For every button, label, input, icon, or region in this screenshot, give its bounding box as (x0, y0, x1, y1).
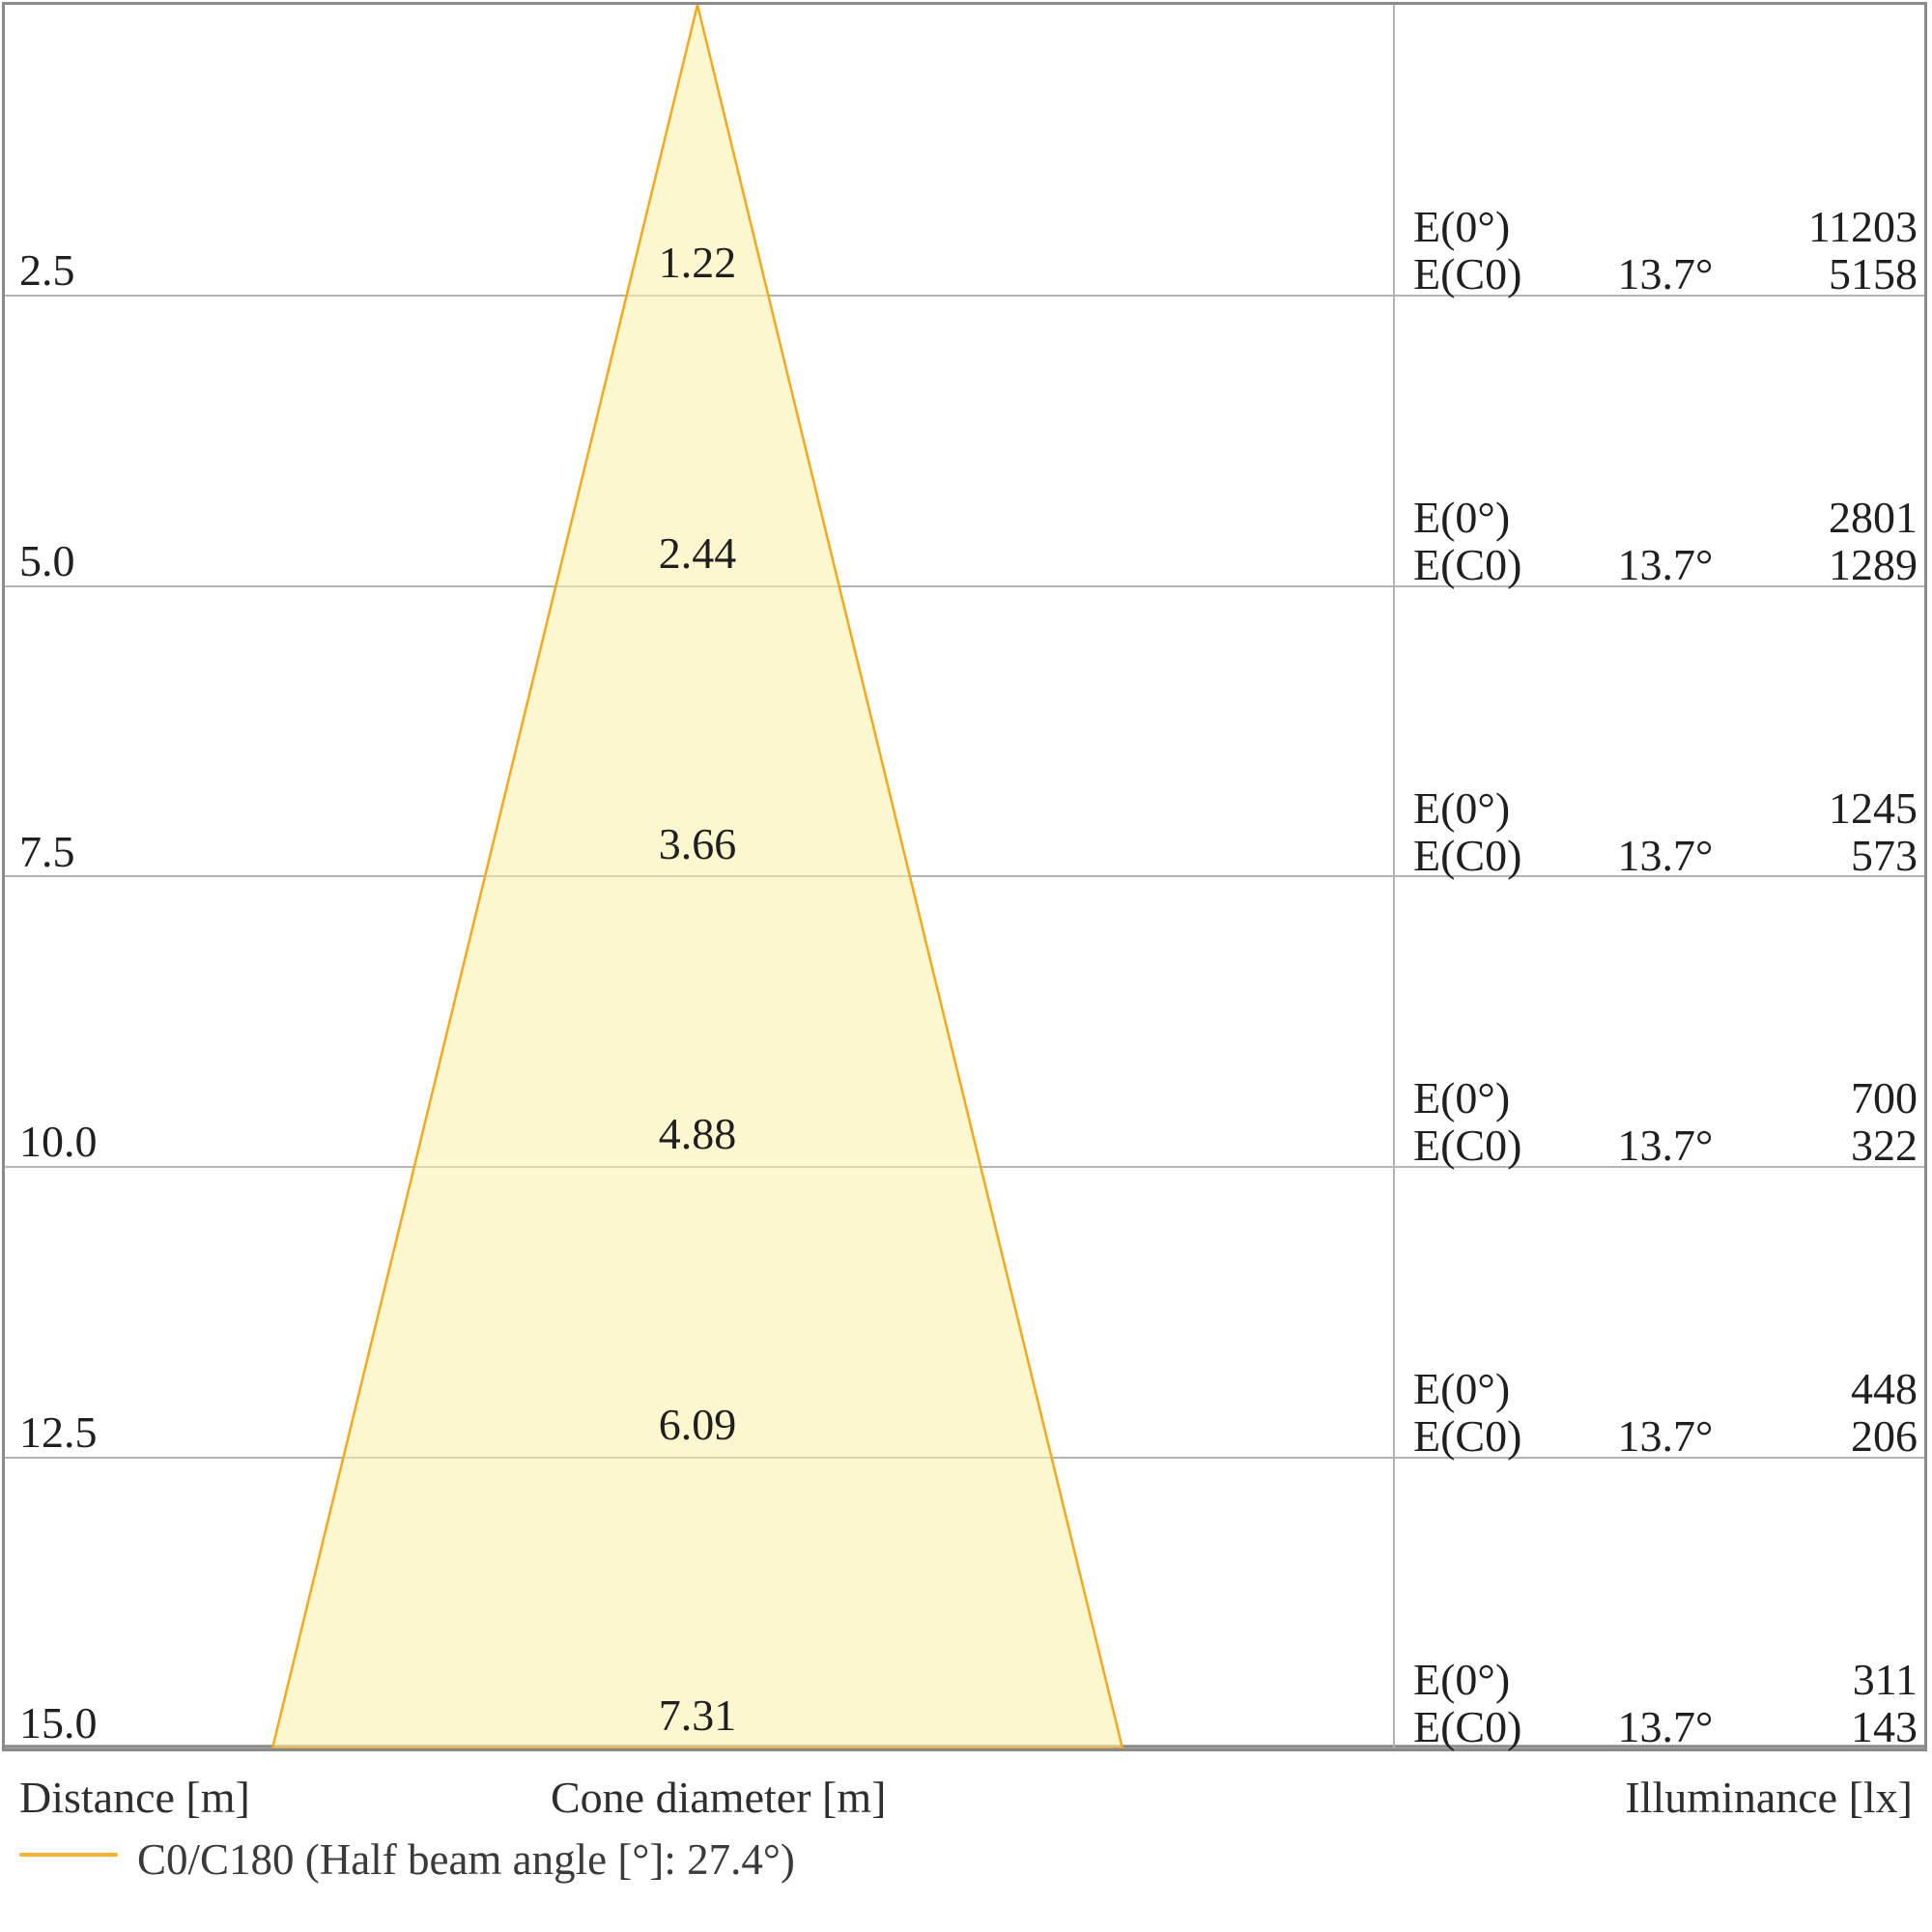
ec0-value: 143 (1851, 1702, 1918, 1751)
distance-value: 10.0 (19, 1117, 98, 1166)
cone-diameter-value: 4.88 (658, 1109, 737, 1158)
illuminance-block: E(0°) 448 E(C0) 13.7° 206 (1413, 1365, 1918, 1460)
cone-diameter-value: 6.09 (658, 1400, 737, 1449)
e0-label: E(0°) (1413, 1655, 1511, 1704)
illuminance-block: E(0°) 2801 E(C0) 13.7° 1289 (1413, 494, 1918, 588)
e0-value: 2801 (1829, 493, 1918, 542)
legend-label: C0/C180 (Half beam angle [°]: 27.4°) (137, 1835, 795, 1884)
e0-value: 448 (1851, 1364, 1918, 1413)
angle-blank (1548, 1656, 1782, 1703)
angle-value: 13.7° (1617, 831, 1714, 880)
cone-diameter-axis-label: Cone diameter [m] (551, 1773, 887, 1822)
e0-label: E(0°) (1413, 1073, 1511, 1122)
distance-value: 2.5 (19, 245, 75, 295)
angle-value: 13.7° (1617, 540, 1714, 589)
legend-line-swatch (19, 1853, 118, 1857)
ec0-label: E(C0) (1413, 249, 1522, 298)
angle-value: 13.7° (1617, 249, 1714, 298)
ec0-value: 5158 (1829, 249, 1918, 298)
light-cone-shape (270, 5, 1124, 1748)
cone-diagram-chart: 2.5 1.22 E(0°) 11203 E(C0) 13.7° 5158 5.… (2, 2, 1927, 1751)
ec0-value: 322 (1851, 1121, 1918, 1170)
e0-value: 1245 (1829, 783, 1918, 833)
angle-blank (1548, 1365, 1782, 1412)
illuminance-block: E(0°) 311 E(C0) 13.7° 143 (1413, 1656, 1918, 1750)
ec0-label: E(C0) (1413, 1121, 1522, 1170)
angle-blank (1548, 1074, 1782, 1122)
angle-blank (1548, 203, 1782, 250)
cone-diameter-value: 7.31 (658, 1690, 737, 1740)
angle-blank (1548, 494, 1782, 541)
angle-blank (1548, 784, 1782, 832)
cone-diameter-value: 3.66 (658, 819, 737, 868)
e0-label: E(0°) (1413, 202, 1511, 251)
e0-value: 311 (1852, 1655, 1918, 1704)
e0-label: E(0°) (1413, 1364, 1511, 1413)
illuminance-axis-label: Illuminance [lx] (1625, 1773, 1913, 1822)
ec0-label: E(C0) (1413, 1702, 1522, 1751)
illuminance-block: E(0°) 1245 E(C0) 13.7° 573 (1413, 784, 1918, 879)
ec0-value: 573 (1851, 831, 1918, 880)
cone-diagram-canvas (5, 5, 1924, 1748)
angle-value: 13.7° (1617, 1411, 1714, 1461)
illuminance-block: E(0°) 700 E(C0) 13.7° 322 (1413, 1074, 1918, 1169)
angle-value: 13.7° (1617, 1121, 1714, 1170)
ec0-value: 1289 (1829, 540, 1918, 589)
ec0-label: E(C0) (1413, 1411, 1522, 1461)
distance-value: 7.5 (19, 827, 75, 876)
ec0-value: 206 (1851, 1411, 1918, 1461)
e0-label: E(0°) (1413, 493, 1511, 542)
ec0-label: E(C0) (1413, 831, 1522, 880)
distance-value: 15.0 (19, 1698, 98, 1747)
e0-value: 700 (1851, 1073, 1918, 1122)
ec0-label: E(C0) (1413, 540, 1522, 589)
cone-diameter-value: 2.44 (658, 528, 737, 578)
distance-value: 12.5 (19, 1407, 98, 1457)
illuminance-block: E(0°) 11203 E(C0) 13.7° 5158 (1413, 203, 1918, 298)
distance-value: 5.0 (19, 536, 75, 585)
e0-label: E(0°) (1413, 783, 1511, 833)
e0-value: 11203 (1807, 202, 1918, 251)
angle-value: 13.7° (1617, 1702, 1714, 1751)
cone-diameter-value: 1.22 (658, 238, 737, 287)
distance-axis-label: Distance [m] (19, 1773, 250, 1822)
